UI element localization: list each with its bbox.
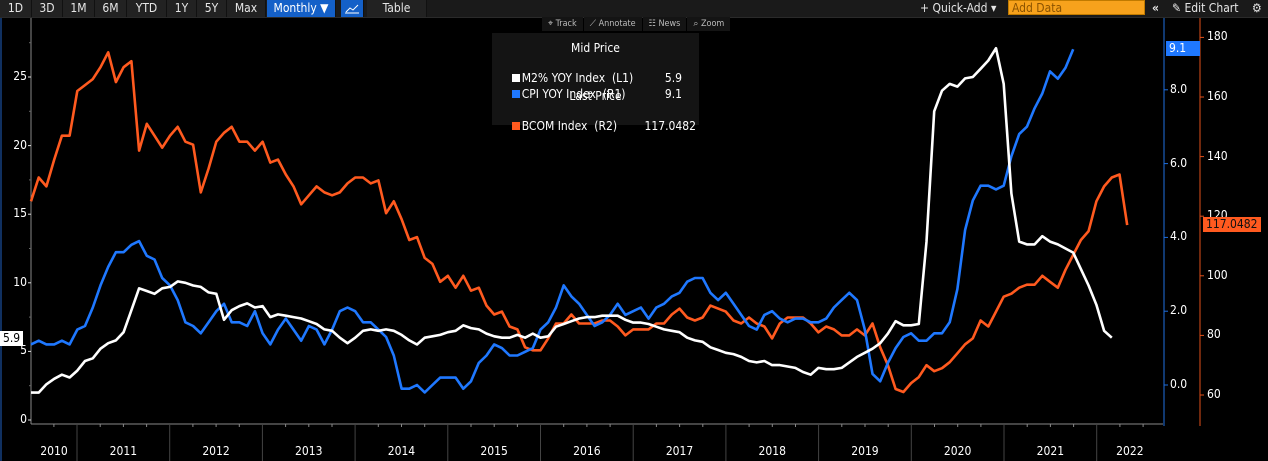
m2-yoy-line	[31, 46, 1113, 394]
range-1y-button[interactable]: 1Y	[167, 0, 197, 17]
r1-tick-label: 0.0	[1170, 377, 1188, 391]
bcom-index-line	[29, 50, 1129, 394]
x-tick-label: 2022	[1116, 444, 1144, 458]
chart-toolbar: 1D 3D 1M 6M YTD 1Y 5Y Max Monthly ▼ Tabl…	[0, 0, 1268, 18]
r1-tick-label: 4.0	[1170, 229, 1188, 244]
r1-tick-label: 2.0	[1170, 303, 1188, 318]
r1-tick-label: 8.0	[1170, 81, 1188, 96]
r2-tick-label: 100	[1207, 267, 1228, 282]
x-tick-label: 2018	[758, 444, 786, 458]
r2-tick-label: 180	[1207, 29, 1228, 44]
bcom-swatch-icon	[511, 122, 520, 130]
table-button[interactable]: Table	[367, 0, 427, 17]
frequency-dropdown[interactable]: Monthly ▼	[267, 0, 336, 17]
track-button[interactable]: ⌖ Track	[542, 17, 583, 31]
legend-label-bcom: BCOM Index (R2)	[521, 119, 618, 133]
range-ytd-button[interactable]: YTD	[127, 0, 167, 17]
range-6m-button[interactable]: 6M	[95, 0, 127, 17]
legend-value-m2: 5.9	[664, 71, 682, 85]
l1-tick-label: 15	[13, 206, 27, 221]
legend-item-m2: M2% YOY Index (L1) 5.9	[498, 57, 688, 99]
edit-chart-button[interactable]: ✎ Edit Chart	[1172, 1, 1239, 15]
r1-tick-label: 6.0	[1170, 155, 1188, 170]
legend-value-bcom: 117.0482	[644, 119, 697, 133]
news-button[interactable]: ☷ News	[642, 17, 687, 31]
r2-tick-label: 60	[1207, 387, 1221, 401]
l1-tick-label: 10	[13, 274, 27, 289]
x-tick-label: 2019	[851, 444, 879, 458]
l1-tick-label: 0	[20, 412, 27, 426]
legend-header-last: Last Price	[569, 89, 622, 103]
r2-tick-label: 160	[1207, 89, 1228, 103]
collapse-icon[interactable]: «	[1152, 1, 1159, 15]
range-1d-button[interactable]: 1D	[0, 0, 32, 17]
settings-gear-icon[interactable]: ⚙	[1252, 1, 1262, 15]
annotate-button[interactable]: ⟋ Annotate	[583, 17, 642, 31]
l1-tick-label: 25	[13, 69, 27, 83]
x-tick-label: 2012	[202, 444, 230, 458]
l1-tick-label: 20	[13, 137, 27, 152]
legend-label-cpi: CPI YOY Index (R1)	[521, 87, 626, 101]
x-tick-label: 2011	[109, 444, 138, 458]
cpi-yoy-line	[30, 48, 1075, 394]
cpi-swatch-icon	[511, 90, 520, 98]
r2-tick-label: 140	[1207, 148, 1228, 163]
range-max-button[interactable]: Max	[227, 0, 266, 17]
legend-header-mid: Mid Price	[571, 41, 620, 55]
r2-tick-label: 80	[1207, 327, 1221, 342]
x-tick-label: 2015	[480, 444, 508, 458]
range-1m-button[interactable]: 1M	[63, 0, 95, 17]
legend-item-bcom: BCOM Index (R2) 117.0482	[498, 105, 696, 147]
m2-swatch-icon	[511, 74, 520, 82]
quick-add-button[interactable]: + Quick-Add ▾	[920, 1, 997, 15]
x-tick-label: 2010	[40, 444, 68, 458]
l1-last-value-flag: 5.9	[0, 331, 24, 347]
legend-value-cpi: 9.1	[664, 87, 682, 101]
x-tick-label: 2021	[1036, 444, 1065, 458]
r2-last-value-flag: 117.0482	[1203, 216, 1261, 232]
x-tick-label: 2014	[387, 444, 416, 458]
line-chart-icon[interactable]	[341, 0, 364, 17]
range-5y-button[interactable]: 5Y	[197, 0, 227, 17]
x-tick-label: 2013	[295, 444, 323, 458]
range-3d-button[interactable]: 3D	[32, 0, 63, 17]
x-tick-label: 2016	[573, 444, 601, 458]
r1-last-value-flag: 9.1	[1166, 41, 1200, 57]
zoom-button[interactable]: ⌕ Zoom	[687, 17, 731, 31]
add-data-input[interactable]: Add Data	[1008, 0, 1145, 15]
legend-box: Mid Price M2% YOY Index (L1) 5.9 CPI YOY …	[492, 33, 699, 133]
x-tick-label: 2020	[943, 444, 972, 458]
l1-tick-label: 5	[20, 343, 27, 358]
legend-label-m2: M2% YOY Index (L1)	[521, 71, 634, 85]
chart-subtools: ⌖ Track ⟋ Annotate ☷ News ⌕ Zoom	[542, 17, 731, 31]
x-tick-label: 2017	[665, 444, 694, 458]
legend-item-cpi: CPI YOY Index (R1) 9.1	[498, 73, 688, 115]
